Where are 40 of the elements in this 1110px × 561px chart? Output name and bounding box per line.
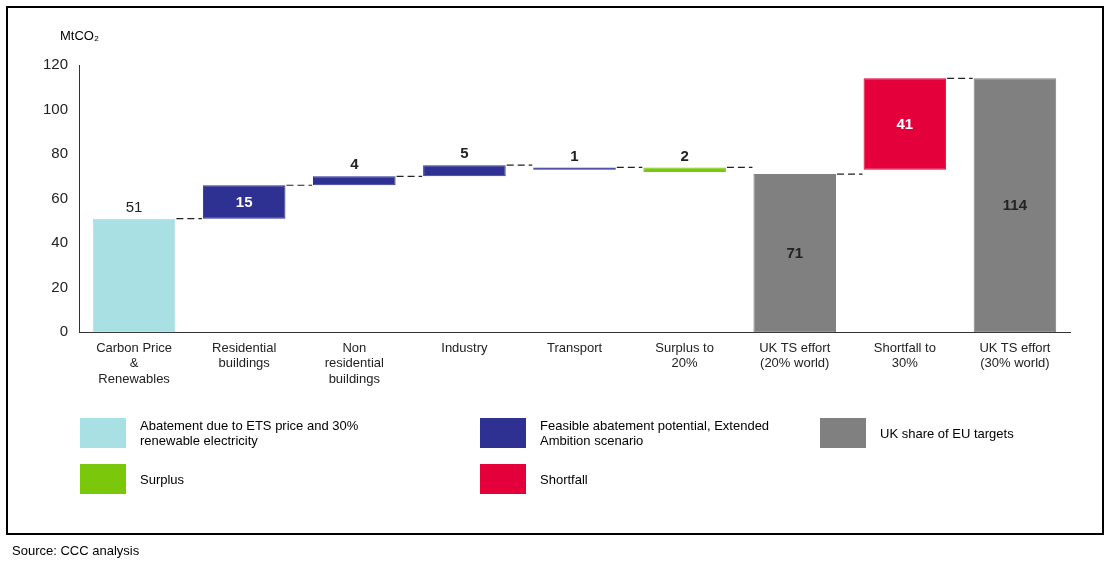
x-tick-label: Non residential buildings [324,339,385,386]
data-label: 2 [680,146,689,164]
bar [313,176,396,186]
legend-label: Surplus [140,471,185,487]
legend-label: Abatement due to ETS price and 30% renewable electricity [140,418,360,448]
bar [643,167,726,172]
y-tick-label: 100 [43,99,69,117]
x-tick-label: UK TS effort (20% world) [759,339,831,371]
source-note: Source: CCC analysis [12,543,140,558]
data-label: 41 [896,115,914,133]
y-tick-label: 120 [43,55,69,73]
y-tick-label: 60 [51,188,69,206]
x-tick-label: Transport [546,339,603,355]
x-tick-label: UK TS effort (30% world) [979,339,1051,371]
y-tick-label: 0 [59,322,69,340]
legend-label: Feasible abatement potential, Extended Ambition scenario [540,418,771,448]
x-tick-label: Industry [441,339,489,355]
data-label: 71 [786,244,804,262]
data-label: 15 [235,193,253,211]
x-tick-label: Carbon Price & Renewables [96,339,173,386]
x-tick-label: Residential buildings [212,339,277,371]
data-label: 5 [460,144,469,162]
bar [753,174,837,333]
y-tick-label: 80 [51,144,69,162]
bar [92,218,176,333]
y-tick-label: 40 [51,233,69,251]
y-tick-label: 20 [51,277,69,295]
legend-label: Shortfall [540,471,588,487]
data-label: 51 [125,197,143,215]
bar [423,165,506,177]
bar [202,185,286,219]
data-label: 4 [350,155,360,173]
data-label: 1 [570,146,579,164]
bar [863,78,947,170]
legend-label: UK share of EU targets [880,425,1014,441]
data-label: 114 [1002,196,1028,214]
x-tick-label: Surplus to 20% [655,339,714,371]
y-axis-title: MtCO₂ [60,28,99,43]
x-tick-label: Shortfall to 30% [873,339,936,371]
bar [973,78,1057,333]
